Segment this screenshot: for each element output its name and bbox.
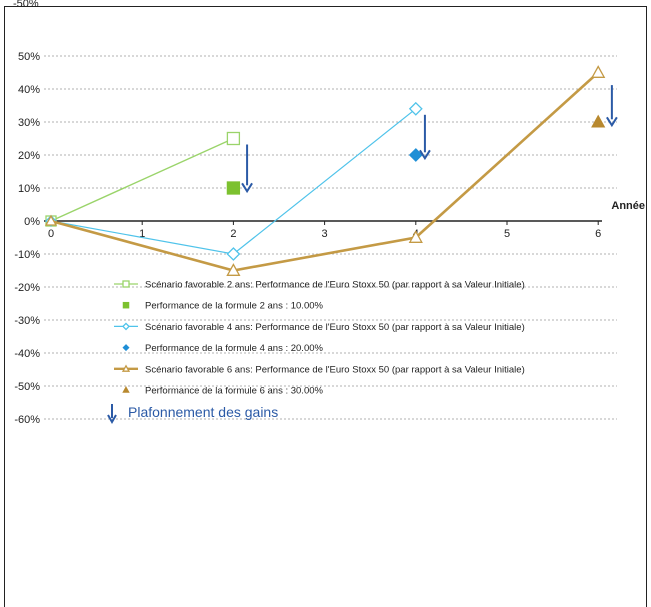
y-tick-label: 30% — [18, 117, 40, 129]
x-tick-label: 2 — [230, 228, 236, 240]
series-point — [44, 214, 58, 226]
legend-entry: Scénario favorable 2 ans: Performance de… — [145, 280, 525, 291]
legend-marker — [122, 322, 130, 331]
series-point — [591, 114, 606, 128]
legend-entry: Performance de la formule 4 ans : 20.00% — [145, 343, 324, 354]
y-tick-label: -50% — [14, 381, 40, 393]
y-tick-label: -20% — [14, 282, 40, 294]
legend-entry: Scénario favorable 4 ans: Performance de… — [145, 322, 525, 333]
legend-marker — [122, 280, 130, 288]
y-tick-label: 40% — [18, 84, 40, 96]
legend-cap-label: Plafonnement des gains — [128, 404, 278, 420]
legend-marker — [122, 344, 130, 352]
y-tick-label: 10% — [18, 183, 40, 195]
chart-frame: -50% — [4, 0, 647, 607]
legend-entry: Performance de la formule 2 ans : 10.00% — [145, 301, 324, 312]
legend-marker — [121, 364, 131, 372]
series-point — [408, 230, 423, 243]
x-axis-label: Année — [611, 200, 645, 212]
series-line — [50, 137, 234, 222]
series-line — [50, 71, 600, 272]
y-tick-label: -60% — [14, 414, 40, 426]
series-point — [408, 148, 423, 162]
x-tick-label: 1 — [139, 228, 145, 240]
legend-cap-arrow-head — [107, 414, 117, 425]
y-tick-label: 50% — [18, 51, 40, 63]
legend-entry: Performance de la formule 6 ans : 30.00% — [145, 386, 324, 397]
cap-arrow-head — [419, 149, 431, 161]
cap-arrow-head — [241, 182, 253, 194]
y-tick-label: 20% — [18, 150, 40, 162]
y-tick-label: -10% — [14, 249, 40, 261]
y-tick-label: -30% — [14, 315, 40, 327]
x-tick-label: 3 — [322, 228, 328, 240]
series-point — [226, 247, 241, 261]
y-tick-label: 0% — [24, 216, 40, 228]
series-point — [408, 101, 423, 116]
x-tick-label: 5 — [504, 228, 510, 240]
x-tick-label: 6 — [595, 228, 601, 240]
x-tick-label: 0 — [48, 228, 54, 240]
series-point — [226, 131, 241, 146]
cap-arrow-head — [606, 116, 618, 128]
y-tick-label: -40% — [14, 348, 40, 360]
legend-marker — [122, 301, 130, 309]
top-cut-tick-label: -50% — [13, 0, 39, 10]
series-point — [226, 263, 241, 276]
legend-marker — [122, 386, 130, 393]
series-point — [591, 65, 606, 78]
legend-entry: Scénario favorable 6 ans: Performance de… — [145, 364, 525, 375]
series-point — [226, 181, 241, 195]
